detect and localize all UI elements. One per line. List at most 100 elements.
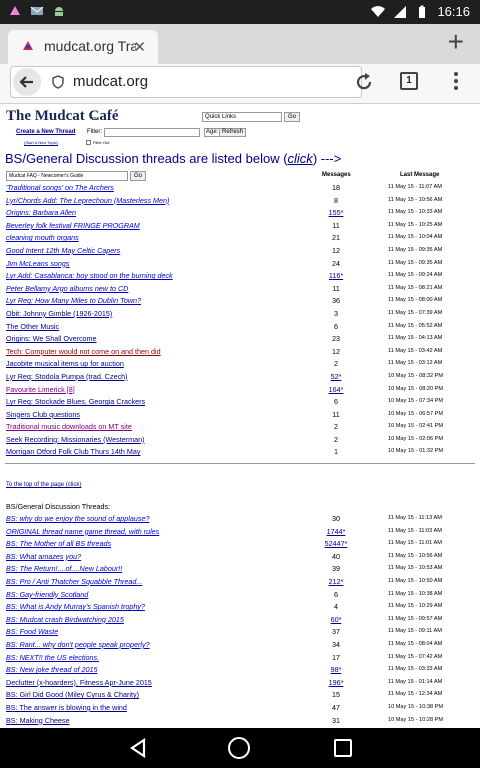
- thread-title-link[interactable]: BS: Pro / Anti Thatcher Squabble Thread.…: [6, 576, 143, 586]
- last-message-date: 11 May 15 - 09:35 AM: [388, 246, 443, 253]
- thread-title-link[interactable]: The Other Music: [6, 321, 60, 331]
- thread-title-link[interactable]: BS: Girl Did Good (Miley Cyrus & Charity…: [6, 690, 139, 700]
- browser-tab[interactable]: mudcat.org Trad ✕: [8, 30, 158, 64]
- message-count[interactable]: 116*: [328, 271, 344, 281]
- message-count[interactable]: 164*: [328, 384, 344, 394]
- url-text[interactable]: mudcat.org: [73, 73, 149, 90]
- thread-title-link[interactable]: Origins: We Shall Overcome: [6, 334, 97, 344]
- faq-go-button[interactable]: Go: [130, 171, 147, 181]
- thread-title-link[interactable]: Good Intent 12th May Celtic Capers: [6, 245, 121, 255]
- faq-select[interactable]: Mudcat FAQ - Newcomer's Guide: [6, 171, 128, 181]
- thread-title-link[interactable]: Obit: Johnny Gimble (1926-2015): [6, 308, 113, 318]
- message-count[interactable]: 155*: [328, 208, 344, 218]
- thread-row: BS: NEXT!! the US elections. 17 11 May 15 …: [0, 652, 480, 665]
- thread-row: BS: New joke thread of 2015 98* 11 May 15 …: [0, 664, 480, 677]
- last-message-date: 11 May 15 - 09:35 AM: [388, 259, 443, 266]
- thread-title-link[interactable]: BS: What amazes you?: [6, 551, 82, 561]
- thread-title-link[interactable]: Singers Club questions: [6, 409, 80, 419]
- heading-click-link[interactable]: click: [287, 151, 313, 166]
- last-message-date: 10 May 15 - 01:32 PM: [388, 448, 444, 455]
- last-message-date: 10 May 15 - 08:20 PM: [388, 385, 444, 392]
- thread-title-link[interactable]: BS: The Return!....of....New Labour!!: [6, 564, 123, 574]
- back-arrow-icon[interactable]: [13, 68, 41, 96]
- thread-title-link[interactable]: Peter Bellamy Argo albums new to CD: [6, 283, 129, 293]
- last-message-date: 11 May 15 - 10:38 AM: [388, 590, 443, 597]
- message-count[interactable]: 1744*: [326, 526, 346, 536]
- thread-row: Origins: Barbara Allen 155* 11 May 15 - 10…: [0, 207, 480, 220]
- thread-title-link[interactable]: Tech: Computer would not come on and the…: [6, 346, 161, 356]
- last-message-date: 11 May 15 - 04:13 AM: [388, 335, 443, 342]
- music-threads-list: 'Traditional songs' on The Archers 18 11 M…: [0, 182, 480, 459]
- thread-title-link[interactable]: Jim McLeans songs: [6, 258, 70, 268]
- top-of-page-link[interactable]: To the top of the page (click): [6, 482, 82, 488]
- filter-input[interactable]: [104, 128, 200, 137]
- message-count: 17: [332, 652, 340, 662]
- message-count: 24: [332, 258, 340, 268]
- thread-title-link[interactable]: Traditional music downloads on MT site: [6, 422, 132, 432]
- nav-home-icon[interactable]: [228, 737, 250, 759]
- thread-title-link[interactable]: BS: Rant... why don't people speak prope…: [6, 639, 150, 649]
- thread-row: BS: Making Cheese 31 10 May 15 - 10:28 PM: [0, 715, 480, 728]
- site-logo[interactable]: The Mudcat Café: [6, 108, 119, 124]
- thread-title-link[interactable]: Lyr Req: Stockade Blues, Georgia Cracker…: [6, 397, 146, 407]
- thread-title-link[interactable]: Seek Recording: Missionaries (Westerman): [6, 434, 145, 444]
- close-tab-icon[interactable]: ✕: [133, 39, 146, 56]
- thread-title-link[interactable]: ORIGINAL thread name game thread, with r…: [6, 526, 160, 536]
- last-message-date: 11 May 15 - 05:52 AM: [388, 322, 443, 329]
- thread-title-link[interactable]: Favourite Limerick [8]: [6, 384, 75, 394]
- message-count[interactable]: 212*: [328, 576, 344, 586]
- thread-title-link[interactable]: Lyr/Chords Add: The Leprechoun (Masterle…: [6, 195, 170, 205]
- thread-title-link[interactable]: Morrigan Otford Folk Club Thurs 14th May: [6, 447, 141, 457]
- last-message-date: 10 May 15 - 02:06 PM: [388, 435, 444, 442]
- filter-out-checkbox[interactable]: Filter Out: [86, 140, 109, 146]
- quick-links-select[interactable]: Quick Links: [202, 112, 282, 122]
- nav-back-icon[interactable]: [128, 738, 148, 758]
- thread-title-link[interactable]: Lyr Req: How Many Miles to Dublin Town?: [6, 296, 142, 306]
- create-thread-link[interactable]: Create a New Thread: [16, 129, 76, 135]
- thread-title-link[interactable]: BS: Mudcat crash Birdwatching 2015: [6, 614, 124, 624]
- message-count[interactable]: 52447*: [324, 539, 348, 549]
- message-count[interactable]: 98*: [330, 665, 342, 675]
- start-topic-link[interactable]: (Start A New Topic): [24, 140, 58, 145]
- thread-title-link[interactable]: Lyr Add: Casablanca: boy stood on the bu…: [6, 271, 173, 281]
- android-icon: [55, 7, 63, 16]
- thread-title-link[interactable]: Jacobite musical items up for auction: [6, 359, 124, 369]
- thread-row: Lyr Req: How Many Miles to Dublin Town? 3…: [0, 295, 480, 308]
- thread-title-link[interactable]: BS: The answer is blowing in the wind: [6, 702, 127, 712]
- last-message-date: 11 May 15 - 10:04 AM: [388, 234, 443, 241]
- thread-title-link[interactable]: BS: What is Andy Murray's Spanish trophy…: [6, 602, 145, 612]
- quick-links-go-button[interactable]: Go: [284, 112, 301, 122]
- thread-title-link[interactable]: BS: Food Waste: [6, 627, 59, 637]
- reload-icon[interactable]: [354, 72, 374, 92]
- thread-title-link[interactable]: cleaning mouth organs: [6, 233, 79, 243]
- thread-title-link[interactable]: Origins: Barbara Allen: [6, 208, 77, 218]
- thread-title-link[interactable]: Beverley folk festival FRINGE PROGRAM: [6, 220, 140, 230]
- thread-title-link[interactable]: BS: New joke thread of 2015: [6, 665, 98, 675]
- address-bar[interactable]: mudcat.org: [10, 66, 362, 98]
- favicon-icon: [23, 41, 33, 50]
- thread-title-link[interactable]: BS: Making Cheese: [6, 715, 70, 725]
- thread-row: BS: Pro / Anti Thatcher Squabble Thread.…: [0, 576, 480, 589]
- shield-icon[interactable]: [51, 75, 65, 89]
- thread-title-link[interactable]: BS: why do we enjoy the sound of applaus…: [6, 514, 150, 523]
- new-tab-icon[interactable]: +: [447, 26, 464, 57]
- bs-threads-list: BS: why do we enjoy the sound of applaus…: [0, 513, 480, 727]
- message-count: 6: [334, 321, 338, 331]
- thread-row: Tech: Computer would not come on and the…: [0, 346, 480, 359]
- overflow-menu-icon[interactable]: [454, 72, 458, 93]
- message-count: 21: [332, 233, 340, 243]
- message-count[interactable]: 60*: [330, 614, 342, 624]
- thread-title-link[interactable]: 'Traditional songs' on The Archers: [6, 183, 114, 192]
- thread-title-link[interactable]: BS: The Mother of all BS threads: [6, 539, 112, 549]
- thread-title-link[interactable]: BS: Gay-friendly Scotland: [6, 589, 89, 599]
- thread-row: The Other Music 6 11 May 15 - 05:52 AM: [0, 321, 480, 334]
- thread-title-link[interactable]: BS: NEXT!! the US elections.: [6, 652, 100, 662]
- nav-recents-icon[interactable]: [334, 739, 352, 757]
- tab-switcher-button[interactable]: 1: [400, 72, 418, 90]
- thread-title-link[interactable]: Lyr Req: Stodola Pumpa (trad. Czech): [6, 371, 128, 381]
- message-count[interactable]: 52*: [330, 371, 342, 381]
- message-count[interactable]: 196*: [328, 677, 344, 687]
- thread-row: BS: Mudcat crash Birdwatching 2015 60* 11 …: [0, 614, 480, 627]
- thread-title-link[interactable]: Declutter (x-hoarders), Fitness Apr-June…: [6, 677, 152, 687]
- refresh-button[interactable]: Refresh: [219, 128, 247, 137]
